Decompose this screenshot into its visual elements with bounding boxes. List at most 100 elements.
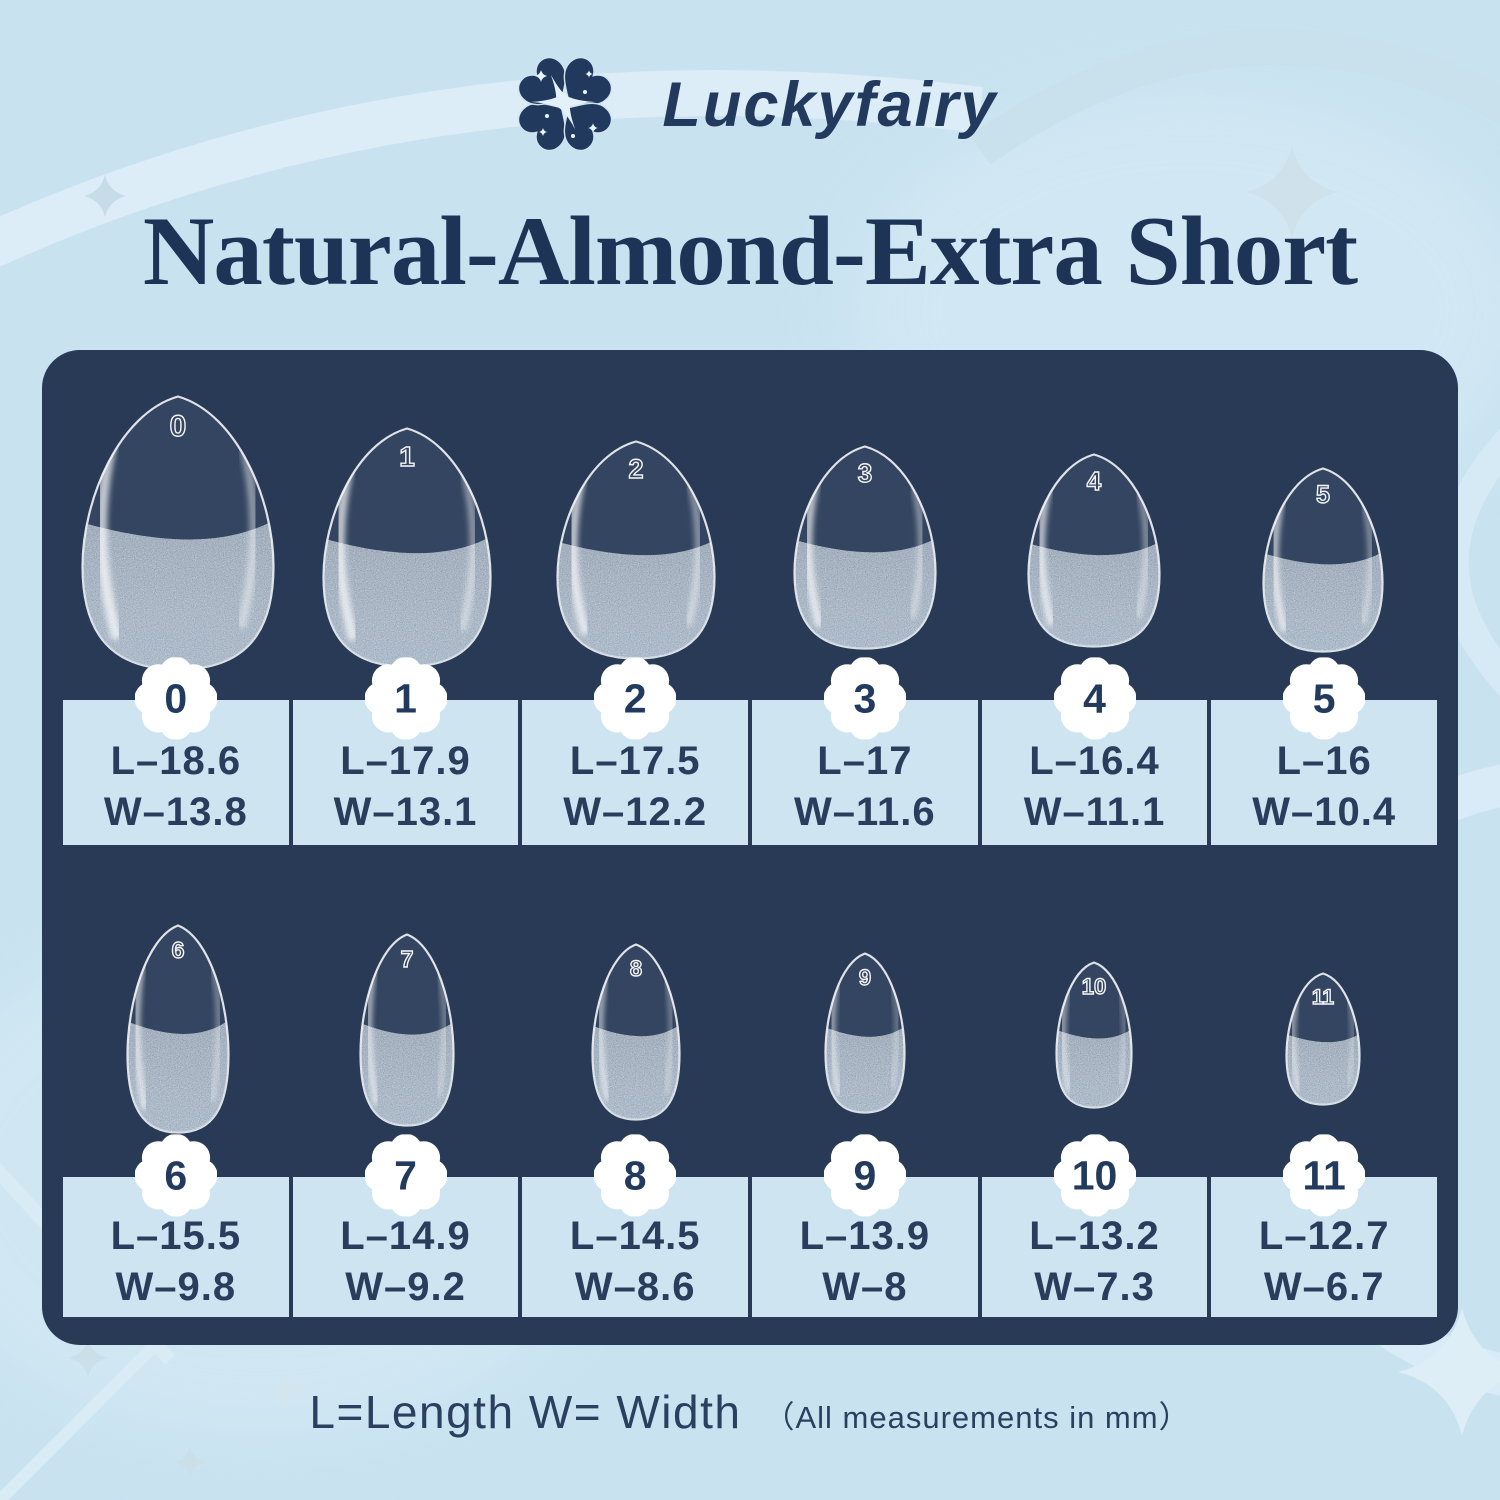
size-cell: 4 L–16.4 W–11.1 (977, 657, 1208, 845)
nail-number-label: 8 (629, 956, 641, 981)
nail-tip-graphic: 1 (321, 427, 492, 668)
size-badge-number: 7 (394, 1151, 417, 1198)
length-value: L–15.5 (110, 1213, 242, 1258)
length-value: L–18.6 (110, 739, 242, 783)
nail-column: 7 (292, 932, 521, 1135)
size-badge-number: 11 (1302, 1151, 1346, 1198)
sparkle-icon (175, 1447, 205, 1477)
length-value: L–14.9 (340, 1213, 471, 1258)
brand-name: Luckyfairy (662, 70, 998, 140)
length-value: L–17 (817, 739, 913, 783)
size-badge: 7 (364, 1134, 447, 1217)
width-value: W–6.7 (1263, 1264, 1385, 1309)
size-badge-number: 3 (853, 674, 877, 721)
nail-column: 11 (1208, 971, 1437, 1135)
nail-number-label: 11 (1311, 986, 1334, 1009)
size-badge: 5 (1283, 657, 1366, 740)
size-chart-panel: 0 1 2 3 (42, 350, 1458, 1345)
nail-row-top: 0 1 2 3 (63, 372, 1437, 672)
nail-row-bottom: 6 7 8 9 (63, 895, 1437, 1135)
flower-badge-icon (1053, 657, 1136, 740)
length-value: L–12.7 (1258, 1213, 1390, 1258)
size-badge: 4 (1053, 657, 1136, 740)
length-value: L–17.5 (569, 739, 701, 783)
width-value: W–11.6 (794, 790, 936, 834)
width-value: W–8 (822, 1264, 908, 1309)
size-badge: 6 (134, 1134, 217, 1217)
size-badge: 1 (364, 657, 447, 740)
nail-column: 4 (979, 452, 1208, 672)
nail-number-label: 1 (399, 441, 415, 472)
size-cell: 8 L–14.5 W–8.6 (518, 1134, 749, 1317)
size-cell: 6 L–15.5 W–9.8 (63, 1134, 289, 1317)
size-badge-number: 4 (1083, 674, 1106, 721)
length-value: L–13.2 (1029, 1213, 1160, 1258)
sparkle-dot (583, 90, 588, 94)
size-badge-number: 5 (1312, 674, 1336, 721)
nail-tip-graphic: 0 (80, 395, 275, 671)
nail-tip-graphic: 8 (590, 943, 681, 1121)
size-cell: 11 L–12.7 W–6.7 (1207, 1134, 1438, 1317)
size-cell: 0 L–18.6 W–13.8 (63, 657, 289, 845)
sparkle-dot (545, 114, 550, 118)
nail-tip-graphic: 11 (1284, 972, 1361, 1106)
size-cell: 5 L–16 W–10.4 (1207, 657, 1438, 845)
width-value: W–10.4 (1252, 790, 1397, 834)
legend: L=Length W= Width （All measurements in m… (0, 1385, 1500, 1439)
flower-badge-icon (594, 657, 677, 740)
size-badge: 3 (823, 657, 906, 740)
measure-strip-bottom: 6 L–15.5 W–9.8 7 L–14.9 W–9.2 8 L–14.5 W… (63, 1134, 1438, 1317)
nail-tip-graphic: 3 (792, 445, 937, 650)
nail-number-label: 2 (628, 454, 643, 484)
size-badge-number: 2 (623, 674, 647, 721)
size-badge-number: 1 (394, 674, 417, 721)
size-cell: 3 L–17 W–11.6 (748, 657, 978, 845)
width-value: W–7.3 (1034, 1264, 1155, 1309)
width-value: W–8.6 (574, 1264, 696, 1309)
size-badge: 10 (1053, 1134, 1136, 1217)
nail-number-label: 3 (857, 458, 871, 488)
length-value: L–17.9 (340, 739, 471, 783)
length-value: L–16.4 (1029, 739, 1160, 783)
nail-column: 2 (521, 439, 750, 672)
size-badge: 8 (594, 1134, 677, 1217)
flower-badge-icon (823, 1134, 906, 1217)
nail-column: 1 (292, 426, 521, 672)
legend-note: （All measurements in mm） (763, 1400, 1191, 1435)
sparkle-dot (571, 134, 576, 138)
flower-badge-icon (1283, 657, 1366, 740)
width-value: W–12.2 (563, 790, 708, 834)
size-cell: 10 L–13.2 W–7.3 (977, 1134, 1208, 1317)
flower-badge-icon (364, 1134, 447, 1217)
size-cell: 7 L–14.9 W–9.2 (288, 1134, 519, 1317)
width-value: W–13.1 (333, 790, 478, 834)
nail-tip-graphic: 5 (1261, 467, 1384, 653)
measure-strip-top: 0 L–18.6 W–13.8 1 L–17.9 W–13.1 2 L–17.5… (63, 657, 1438, 845)
length-value: L–16 (1276, 739, 1372, 783)
nail-tip-graphic: 7 (358, 933, 455, 1127)
page-title: Natural-Almond-Extra Short (142, 197, 1358, 306)
nail-number-label: 0 (169, 410, 186, 443)
brand-logo-icon (518, 56, 613, 152)
width-value: W–9.2 (345, 1264, 466, 1309)
nail-number-label: 5 (1316, 481, 1330, 509)
nail-column: 3 (750, 444, 979, 672)
size-badge-number: 8 (623, 1151, 647, 1198)
nail-number-label: 7 (400, 946, 413, 972)
nail-column: 8 (521, 942, 750, 1135)
size-badge-number: 9 (853, 1151, 877, 1198)
size-badge-number: 0 (164, 674, 188, 721)
size-badge-number: 6 (164, 1151, 188, 1198)
flower-badge-icon (134, 657, 217, 740)
size-badge: 11 (1283, 1134, 1366, 1217)
size-cell: 9 L–13.9 W–8 (748, 1134, 978, 1317)
nail-column: 0 (63, 394, 292, 672)
nail-column: 6 (63, 923, 292, 1135)
nail-tip-graphic: 4 (1026, 453, 1161, 648)
size-badge: 9 (823, 1134, 906, 1217)
flower-badge-icon (1283, 1134, 1366, 1217)
brand-header: Luckyfairy (0, 38, 1500, 172)
nail-column: 10 (979, 960, 1208, 1135)
width-value: W–9.8 (115, 1264, 237, 1309)
length-value: L–14.5 (569, 1213, 701, 1258)
